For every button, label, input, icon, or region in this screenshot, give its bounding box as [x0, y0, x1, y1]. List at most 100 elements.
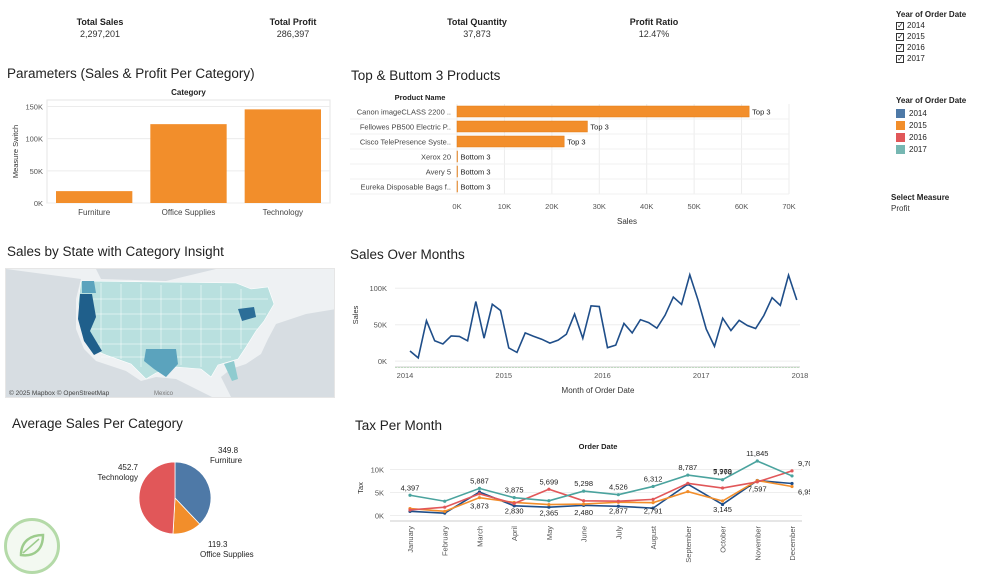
tax-point-2015[interactable]	[547, 503, 551, 507]
sales-by-state-map[interactable]: Mexico © 2025 Mapbox © OpenStreetMap	[5, 268, 335, 398]
year-legend-title: Year of Order Date	[896, 96, 967, 105]
tax-point-2016[interactable]	[582, 499, 586, 503]
map-attribution: © 2025 Mapbox © OpenStreetMap	[9, 389, 110, 397]
tax-point-2015[interactable]	[477, 496, 482, 500]
tax-point-2017[interactable]	[443, 499, 447, 503]
kpi-total-sales: Total Sales 2,297,201	[40, 17, 160, 39]
tax-point-2017[interactable]	[616, 493, 620, 497]
pie-value-label: 349.8	[218, 446, 239, 455]
x-tick-label: Office Supplies	[162, 208, 216, 217]
tax-point-2017[interactable]	[547, 499, 551, 503]
legend-item-2014[interactable]: 2014	[896, 107, 996, 119]
tax-point-2015[interactable]	[582, 502, 586, 506]
tax-point-2016[interactable]	[547, 487, 551, 491]
pie-slice-furniture[interactable]	[174, 461, 212, 525]
year-checkbox-2014[interactable]: ✓ 2014	[896, 20, 996, 31]
year-checkbox-2017[interactable]: ✓ 2017	[896, 53, 996, 64]
tax-point-2014[interactable]	[651, 506, 655, 510]
tax-annotation: 11,845	[746, 449, 768, 458]
y-tick-label: 0K	[34, 199, 43, 208]
sales-line[interactable]	[409, 272, 798, 360]
kpi-total-profit: Total Profit 286,397	[233, 17, 353, 39]
bar-technology[interactable]	[244, 109, 321, 203]
rank-label: Bottom 3	[461, 168, 491, 177]
legend-swatch	[896, 144, 905, 154]
tax-line-2016[interactable]	[409, 470, 793, 511]
x-tick-label: May	[545, 526, 554, 540]
tax-annotation: 5,887	[470, 476, 489, 485]
legend-item-2017[interactable]: 2017	[896, 143, 996, 155]
pie-slice-technology[interactable]	[138, 461, 176, 535]
legend-item-2015[interactable]: 2015	[896, 119, 996, 131]
tax-point-2016[interactable]	[477, 492, 482, 496]
tax-point-2016[interactable]	[616, 499, 620, 503]
tax-point-2014[interactable]	[790, 481, 794, 486]
checkbox-icon[interactable]: ✓	[896, 42, 904, 52]
tax-point-2017[interactable]	[790, 474, 794, 478]
tax-annotation: 3,875	[505, 486, 524, 495]
tax-point-2016[interactable]	[720, 486, 725, 490]
legend-label: 2016	[909, 132, 927, 142]
state-california[interactable]	[78, 294, 102, 355]
state-washington[interactable]	[82, 281, 96, 293]
checkbox-icon[interactable]: ✓	[896, 31, 904, 41]
tax-point-2017[interactable]	[720, 478, 725, 482]
tax-point-2016[interactable]	[755, 480, 759, 484]
tax-point-2014[interactable]	[547, 505, 551, 509]
tax-annotation: 6,312	[644, 474, 663, 483]
tax-point-2017[interactable]	[408, 493, 412, 497]
pie-category-label: Office Supplies	[200, 550, 254, 559]
product-label: Xerox 20	[421, 153, 451, 162]
tax-annotation: 2,830	[505, 506, 524, 515]
tax-point-2017[interactable]	[755, 459, 759, 463]
tax-point-2016[interactable]	[790, 469, 794, 473]
x-tick-label: January	[406, 526, 415, 553]
tax-point-2014[interactable]	[512, 504, 516, 508]
product-bar[interactable]	[456, 120, 588, 133]
tax-point-2016[interactable]	[686, 481, 690, 485]
tax-point-2016[interactable]	[512, 501, 516, 506]
product-bar[interactable]	[456, 150, 458, 163]
tax-point-2016[interactable]	[408, 508, 412, 512]
state-florida[interactable]	[224, 361, 238, 381]
rank-label: Top 3	[567, 138, 585, 147]
tax-point-2017[interactable]	[582, 489, 586, 493]
tax-point-2017[interactable]	[512, 496, 516, 500]
tax-point-2016[interactable]	[443, 505, 447, 509]
legend-item-2016[interactable]: 2016	[896, 131, 996, 143]
tax-point-2015[interactable]	[651, 501, 655, 505]
product-bar[interactable]	[456, 135, 565, 148]
measure-selector[interactable]: Select Measure Profit	[891, 193, 991, 213]
tax-point-2014[interactable]	[720, 502, 725, 507]
state-new-york[interactable]	[238, 307, 256, 321]
leaf-icon	[19, 533, 45, 557]
tax-point-2014[interactable]	[616, 504, 620, 508]
year-checkbox-2015[interactable]: ✓ 2015	[896, 31, 996, 42]
tax-point-2017[interactable]	[651, 484, 655, 489]
tax-point-2015[interactable]	[686, 489, 690, 494]
kpi-value: 286,397	[276, 29, 310, 39]
product-bar[interactable]	[456, 165, 458, 178]
product-bar[interactable]	[456, 105, 750, 118]
tax-point-2017[interactable]	[686, 473, 690, 477]
tax-point-2015[interactable]	[720, 499, 725, 503]
state-texas[interactable]	[144, 349, 178, 377]
tax-point-2017[interactable]	[477, 486, 482, 491]
tax-point-2015[interactable]	[790, 484, 794, 489]
year-checkbox-2016[interactable]: ✓ 2016	[896, 42, 996, 53]
map-title: Sales by State with Category Insight	[7, 244, 224, 259]
rank-label: Top 3	[590, 123, 608, 132]
checkbox-icon[interactable]: ✓	[896, 53, 904, 63]
bar-furniture[interactable]	[56, 191, 133, 203]
bar-office-supplies[interactable]	[150, 124, 227, 203]
product-bar[interactable]	[456, 180, 458, 193]
map-canvas: Mexico © 2025 Mapbox © OpenStreetMap	[6, 269, 334, 397]
tax-point-2016[interactable]	[651, 497, 655, 501]
tax-line-2017[interactable]	[409, 460, 793, 503]
tax-line-2015[interactable]	[409, 479, 793, 513]
category-chart-title: Parameters (Sales & Profit Per Category)	[7, 66, 255, 81]
measure-value[interactable]: Profit	[891, 204, 910, 213]
checkbox-icon[interactable]: ✓	[896, 20, 904, 30]
tax-point-2015[interactable]	[443, 509, 447, 513]
x-tick-label: 2018	[792, 371, 809, 380]
